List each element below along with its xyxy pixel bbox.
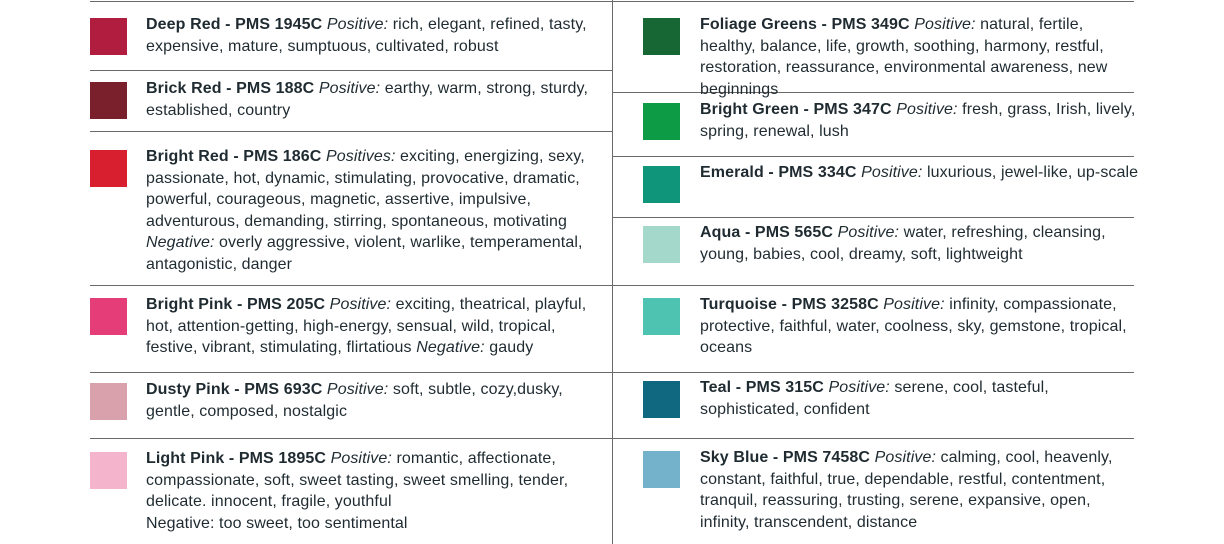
color-description: Deep Red - PMS 1945C Positive: rich, ele… (146, 14, 591, 57)
color-title: Bright Red - PMS 186C (146, 148, 322, 165)
positive-text: luxurious, jewel-like, up-scale (927, 164, 1139, 181)
positive-text: natural, fertile, healthy, balance, life… (700, 16, 1108, 98)
color-title: Deep Red - PMS 1945C (146, 16, 323, 33)
positive-label: Positives: (326, 148, 396, 165)
positive-text: water, refreshing, cleansing, young, bab… (700, 224, 1106, 263)
color-description: Turquoise - PMS 3258C Positive: infinity… (700, 294, 1140, 359)
color-description: Sky Blue - PMS 7458C Positive: calming, … (700, 447, 1140, 533)
positive-label: Positive: (326, 381, 389, 398)
color-swatch (643, 226, 680, 263)
row-divider (90, 1, 612, 2)
color-swatch (643, 381, 680, 418)
color-title: Turquoise - PMS 3258C (700, 296, 879, 313)
color-description: Emerald - PMS 334C Positive: luxurious, … (700, 162, 1140, 184)
color-description: Light Pink - PMS 1895C Positive: romanti… (146, 448, 591, 534)
color-swatch (90, 298, 127, 335)
color-description: Brick Red - PMS 188C Positive: earthy, w… (146, 78, 591, 121)
row-divider (612, 156, 1134, 157)
positive-label: Positive: (883, 296, 945, 313)
color-title: Brick Red - PMS 188C (146, 80, 315, 97)
row-divider (612, 438, 1134, 439)
color-description: Bright Pink - PMS 205C Positive: excitin… (146, 294, 591, 359)
row-divider (90, 438, 612, 439)
color-swatch (643, 298, 680, 335)
positive-label: Positive: (896, 101, 958, 118)
positive-label: Positive: (330, 450, 392, 467)
row-divider (90, 70, 612, 71)
color-title: Emerald - PMS 334C (700, 164, 857, 181)
positive-text: exciting, energizing, sexy, passionate, … (146, 148, 585, 230)
row-divider (90, 285, 612, 286)
color-description: Dusty Pink - PMS 693C Positive: soft, su… (146, 379, 591, 422)
positive-text: infinity, compassionate, protective, fai… (700, 296, 1127, 357)
positive-label: Positive: (329, 296, 392, 313)
color-description: Aqua - PMS 565C Positive: water, refresh… (700, 222, 1140, 265)
color-swatch (643, 103, 680, 140)
color-swatch (643, 18, 680, 55)
color-title: Light Pink - PMS 1895C (146, 450, 327, 467)
positive-label: Positive: (318, 80, 381, 97)
color-description: Bright Red - PMS 186C Positives: excitin… (146, 146, 591, 276)
positive-text: calming, cool, heavenly, constant, faith… (700, 449, 1113, 531)
positive-label: Positive: (837, 224, 900, 241)
column-divider (612, 0, 613, 544)
positive-text: serene, cool, tasteful, sophisticated, c… (700, 379, 1049, 418)
color-swatch (90, 18, 127, 55)
row-divider (612, 1, 1134, 2)
color-swatch (643, 451, 680, 488)
positive-label: Positive: (326, 16, 389, 33)
color-swatch (90, 150, 127, 187)
positive-text: exciting, theatrical, playful, hot, atte… (146, 296, 587, 357)
row-divider (612, 372, 1134, 373)
positive-text: earthy, warm, strong, sturdy, establishe… (146, 80, 589, 119)
positive-label: Positive: (828, 379, 890, 396)
color-title: Bright Pink - PMS 205C (146, 296, 326, 313)
positive-text: fresh, grass, Irish, lively, spring, ren… (700, 101, 1136, 140)
color-title: Foliage Greens - PMS 349C (700, 16, 910, 33)
color-description: Teal - PMS 315C Positive: serene, cool, … (700, 377, 1140, 420)
row-divider (612, 217, 1134, 218)
positive-label: Positive: (861, 164, 923, 181)
color-title: Bright Green - PMS 347C (700, 101, 892, 118)
color-title: Aqua - PMS 565C (700, 224, 834, 241)
row-divider (90, 131, 612, 132)
negative-label: Negative: (146, 234, 215, 252)
color-description: Bright Green - PMS 347C Positive: fresh,… (700, 99, 1140, 142)
positive-label: Positive: (914, 16, 976, 33)
row-divider (612, 285, 1134, 286)
row-divider (612, 92, 1134, 93)
positive-label: Positive: (874, 449, 936, 466)
color-swatch (90, 383, 127, 420)
negative-text: gaudy (489, 339, 534, 357)
positive-text: rich, elegant, refined, tasty, expensive… (146, 16, 587, 55)
positive-text: romantic, affectionate, compassionate, s… (146, 450, 569, 511)
row-divider (90, 372, 612, 373)
color-swatch (90, 82, 127, 119)
positive-text: soft, subtle, cozy,dusky, gentle, compos… (146, 381, 563, 420)
negative-text: overly aggressive, violent, warlike, tem… (146, 234, 583, 273)
color-title: Sky Blue - PMS 7458C (700, 449, 871, 466)
negative-label: Negative: (416, 339, 485, 357)
color-swatch (90, 452, 127, 489)
color-description: Foliage Greens - PMS 349C Positive: natu… (700, 14, 1140, 100)
negative-note: Negative: too sweet, too sentimental (146, 514, 408, 532)
color-swatch (643, 166, 680, 203)
color-title: Teal - PMS 315C (700, 379, 824, 396)
color-title: Dusty Pink - PMS 693C (146, 381, 323, 398)
